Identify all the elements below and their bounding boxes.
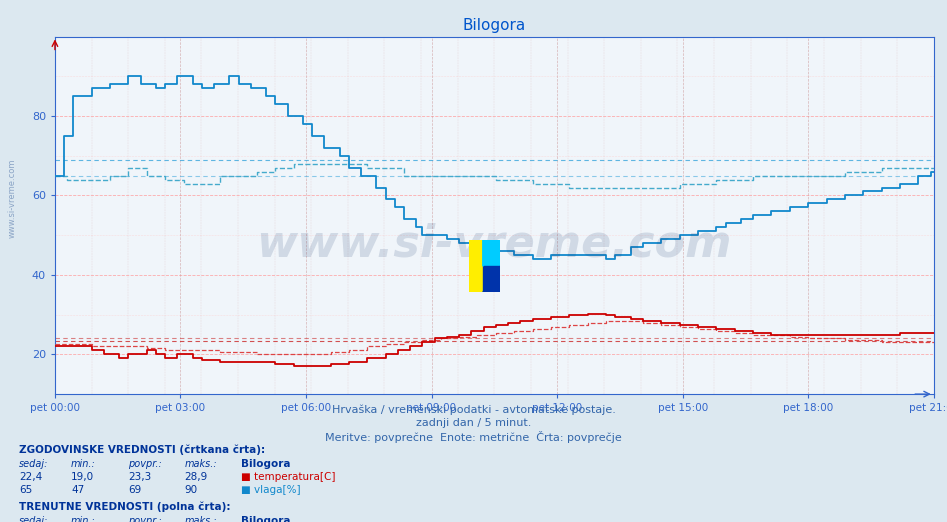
Text: 47: 47 — [71, 485, 84, 495]
Text: povpr.:: povpr.: — [128, 459, 162, 469]
Text: 90: 90 — [185, 485, 198, 495]
Title: Bilogora: Bilogora — [463, 18, 526, 32]
Text: Bilogora: Bilogora — [241, 459, 291, 469]
Polygon shape — [483, 266, 500, 292]
Text: sedaj:: sedaj: — [19, 516, 48, 522]
Text: povpr.:: povpr.: — [128, 516, 162, 522]
Text: zadnji dan / 5 minut.: zadnji dan / 5 minut. — [416, 418, 531, 428]
Text: 19,0: 19,0 — [71, 472, 94, 482]
Text: Bilogora: Bilogora — [241, 516, 291, 522]
Text: www.si-vreme.com: www.si-vreme.com — [257, 222, 732, 265]
Text: maks.:: maks.: — [185, 516, 217, 522]
Text: 23,3: 23,3 — [128, 472, 152, 482]
Text: www.si-vreme.com: www.si-vreme.com — [8, 159, 17, 238]
Polygon shape — [483, 266, 500, 292]
Text: TRENUTNE VREDNOSTI (polna črta):: TRENUTNE VREDNOSTI (polna črta): — [19, 501, 230, 512]
Polygon shape — [483, 240, 500, 266]
Text: 28,9: 28,9 — [185, 472, 208, 482]
Text: min.:: min.: — [71, 459, 96, 469]
Polygon shape — [469, 240, 483, 292]
Text: maks.:: maks.: — [185, 459, 217, 469]
Text: 22,4: 22,4 — [19, 472, 43, 482]
Text: ■ temperatura[C]: ■ temperatura[C] — [241, 472, 336, 482]
Text: min.:: min.: — [71, 516, 96, 522]
Text: ■ vlaga[%]: ■ vlaga[%] — [241, 485, 301, 495]
Text: Meritve: povprečne  Enote: metrične  Črta: povprečje: Meritve: povprečne Enote: metrične Črta:… — [325, 431, 622, 443]
Text: 65: 65 — [19, 485, 32, 495]
Polygon shape — [483, 240, 500, 266]
Text: sedaj:: sedaj: — [19, 459, 48, 469]
Text: ZGODOVINSKE VREDNOSTI (črtkana črta):: ZGODOVINSKE VREDNOSTI (črtkana črta): — [19, 445, 265, 455]
Text: Hrvaška / vremenski podatki - avtomatske postaje.: Hrvaška / vremenski podatki - avtomatske… — [331, 405, 616, 415]
Text: 69: 69 — [128, 485, 141, 495]
